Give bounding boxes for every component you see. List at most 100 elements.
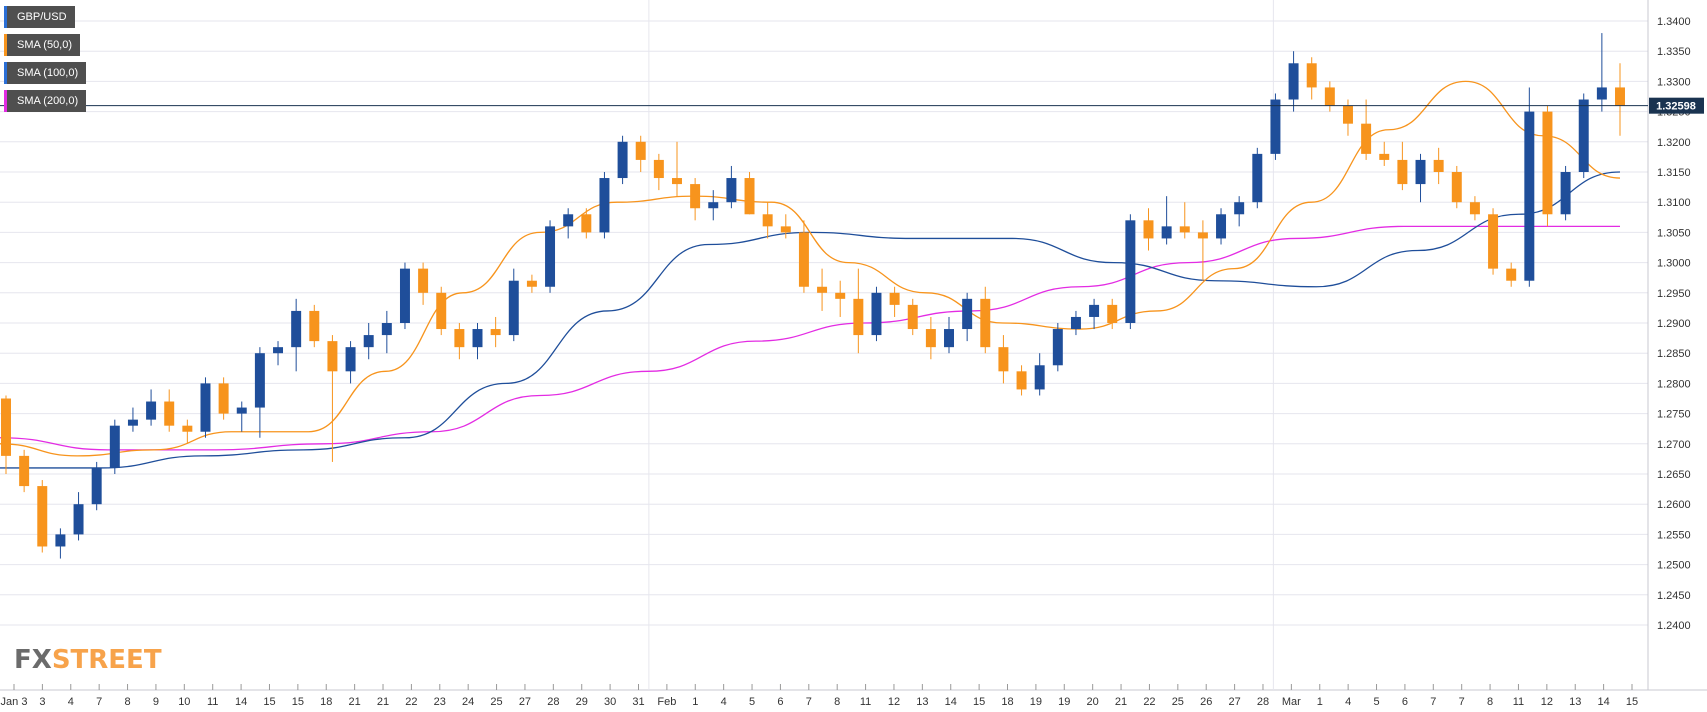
x-tick-label: 31 bbox=[632, 696, 644, 708]
legend-swatch bbox=[4, 34, 7, 56]
watermark-street: STREET bbox=[52, 645, 162, 675]
y-tick-label: 1.2400 bbox=[1657, 620, 1691, 632]
candle-body bbox=[962, 298, 973, 330]
candle-body bbox=[345, 347, 356, 372]
x-tick-label: 14 bbox=[945, 696, 957, 708]
x-tick-label: 12 bbox=[888, 696, 900, 708]
candle-body bbox=[436, 292, 447, 330]
candle-body bbox=[472, 329, 483, 348]
x-tick-label: 13 bbox=[916, 696, 928, 708]
legend-swatch bbox=[4, 90, 7, 112]
y-tick-label: 1.3400 bbox=[1657, 16, 1691, 28]
legend-item-sma200[interactable]: SMA (200,0) bbox=[4, 90, 87, 112]
candle-body bbox=[980, 298, 991, 348]
y-tick-label: 1.3050 bbox=[1657, 227, 1691, 239]
candle-body bbox=[291, 310, 302, 348]
candle-body bbox=[127, 419, 138, 426]
x-tick-label: 15 bbox=[1626, 696, 1638, 708]
x-tick-label: 19 bbox=[1058, 696, 1070, 708]
candle-body bbox=[1615, 87, 1625, 106]
x-tick-label: 19 bbox=[1030, 696, 1042, 708]
x-tick-label: 6 bbox=[1402, 696, 1408, 708]
candle-body bbox=[1560, 172, 1571, 215]
x-tick-label: 27 bbox=[1228, 696, 1240, 708]
candle-body bbox=[599, 178, 610, 233]
x-tick-label: 11 bbox=[1513, 696, 1524, 708]
x-tick-label: 7 bbox=[1459, 696, 1465, 708]
candle-body bbox=[327, 341, 338, 372]
candle-body bbox=[109, 425, 120, 468]
y-tick-label: 1.3100 bbox=[1657, 197, 1691, 209]
y-tick-label: 1.3000 bbox=[1657, 258, 1691, 270]
candle-body bbox=[925, 329, 936, 348]
candle-body bbox=[381, 323, 392, 336]
legend-item-gbpusd[interactable]: GBP/USD bbox=[4, 6, 75, 28]
candle-body bbox=[1143, 220, 1154, 239]
candle-body bbox=[1125, 220, 1136, 323]
candle-body bbox=[1089, 304, 1100, 317]
x-tick-label: 21 bbox=[349, 696, 361, 708]
candle-body bbox=[617, 141, 628, 179]
candle-body bbox=[236, 407, 247, 414]
x-tick-label: 18 bbox=[320, 696, 332, 708]
x-tick-label: 23 bbox=[434, 696, 446, 708]
candle-body bbox=[798, 232, 809, 287]
candle-body bbox=[1016, 371, 1027, 390]
y-tick-label: 1.3150 bbox=[1657, 167, 1691, 179]
y-tick-label: 1.3200 bbox=[1657, 137, 1691, 149]
x-tick-label: 7 bbox=[1430, 696, 1436, 708]
legend-label: SMA (50,0) bbox=[17, 39, 73, 51]
y-tick-label: 1.2450 bbox=[1657, 590, 1691, 602]
candle-body bbox=[182, 425, 193, 432]
sma200-line bbox=[0, 225, 1620, 451]
candle-body bbox=[635, 141, 646, 160]
candle-body bbox=[454, 329, 465, 348]
candle-body bbox=[871, 292, 882, 336]
x-tick-label: 7 bbox=[96, 696, 102, 708]
x-tick-label: 9 bbox=[153, 696, 159, 708]
candle-body bbox=[363, 335, 374, 348]
candle-body bbox=[744, 178, 755, 215]
last-price-tag bbox=[1649, 97, 1704, 114]
candle-body bbox=[1379, 153, 1390, 160]
x-tick-label: 13 bbox=[1569, 696, 1581, 708]
candle-body bbox=[254, 353, 265, 408]
y-tick-label: 1.2850 bbox=[1657, 348, 1691, 360]
y-tick-label: 1.2900 bbox=[1657, 318, 1691, 330]
legend-item-sma50[interactable]: SMA (50,0) bbox=[4, 34, 81, 56]
candle-body bbox=[672, 178, 682, 185]
watermark-fx: FX bbox=[14, 645, 52, 675]
x-tick-label: 3 bbox=[39, 696, 45, 708]
x-tick-label: 20 bbox=[1087, 696, 1099, 708]
candle-body bbox=[37, 486, 48, 547]
candle-body bbox=[1488, 214, 1499, 269]
x-tick-label: 5 bbox=[1373, 696, 1379, 708]
x-tick-label: 18 bbox=[1001, 696, 1013, 708]
legend-item-sma100[interactable]: SMA (100,0) bbox=[4, 62, 87, 84]
y-tick-label: 1.2750 bbox=[1657, 409, 1691, 421]
candle-body bbox=[1542, 111, 1553, 215]
candle-body bbox=[708, 202, 719, 209]
candle-body bbox=[653, 159, 664, 179]
candle-body bbox=[508, 280, 519, 336]
y-tick-label: 1.2700 bbox=[1657, 439, 1691, 451]
candle-body bbox=[545, 226, 556, 287]
candle-body bbox=[218, 383, 229, 414]
candle-body bbox=[1197, 232, 1208, 239]
x-tick-label: 15 bbox=[292, 696, 304, 708]
last-price-line: 1.32598 bbox=[0, 97, 1704, 114]
candle-body bbox=[726, 178, 737, 203]
y-tick-label: 1.2600 bbox=[1657, 499, 1691, 511]
candle-body bbox=[581, 214, 592, 233]
x-tick-label: Mar bbox=[1282, 696, 1301, 708]
x-tick-label: 10 bbox=[178, 696, 190, 708]
y-tick-label: 1.2550 bbox=[1657, 529, 1691, 541]
y-tick-label: 1.2800 bbox=[1657, 378, 1691, 390]
candle-body bbox=[146, 401, 157, 420]
x-tick-label: 14 bbox=[1597, 696, 1609, 708]
candle-body bbox=[490, 329, 501, 336]
candle-body bbox=[762, 214, 773, 227]
candle-body bbox=[1361, 123, 1372, 154]
candle-body bbox=[1578, 99, 1589, 172]
